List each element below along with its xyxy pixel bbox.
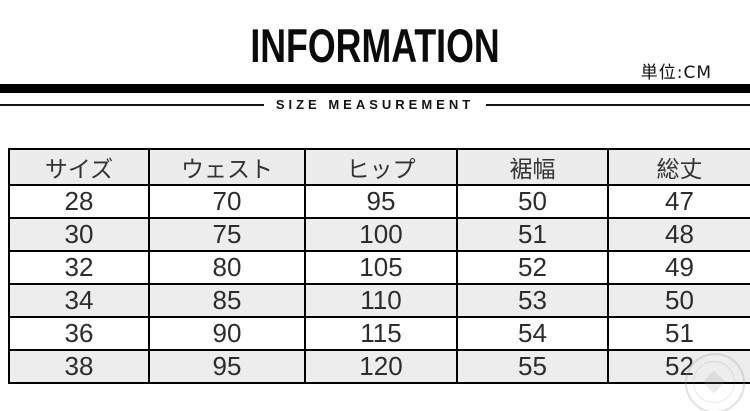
table-cell: 30 xyxy=(8,217,150,252)
column-header: ウェスト xyxy=(148,148,306,186)
table-row: 34 85 110 53 50 xyxy=(8,283,750,318)
table-cell: 80 xyxy=(148,250,306,285)
table-cell: 49 xyxy=(607,250,750,285)
table-header-row: サイズ ウェスト ヒップ 裾幅 総丈 xyxy=(8,148,750,186)
table-cell: 90 xyxy=(148,316,306,351)
table-cell: 110 xyxy=(304,283,458,318)
table-cell: 51 xyxy=(456,217,609,252)
table-cell: 100 xyxy=(304,217,458,252)
table-cell: 47 xyxy=(607,184,750,219)
table-cell: 50 xyxy=(607,283,750,318)
column-header: 総丈 xyxy=(607,148,750,186)
table-cell: 95 xyxy=(304,184,458,219)
column-header: 裾幅 xyxy=(456,148,609,186)
page-title: INFORMATION xyxy=(250,19,500,72)
unit-label: 単位:CM xyxy=(640,63,712,83)
table-cell: 50 xyxy=(456,184,609,219)
table-cell: 52 xyxy=(456,250,609,285)
table-cell: 32 xyxy=(8,250,150,285)
table-cell: 48 xyxy=(607,217,750,252)
table-row: 32 80 105 52 49 xyxy=(8,250,750,285)
table-cell: 52 xyxy=(607,349,750,384)
table-cell: 95 xyxy=(148,349,306,384)
table-cell: 70 xyxy=(148,184,306,219)
table-cell: 54 xyxy=(456,316,609,351)
table-row: 28 70 95 50 47 xyxy=(8,184,750,219)
table-cell: 28 xyxy=(8,184,150,219)
table-cell: 75 xyxy=(148,217,306,252)
table-row: 36 90 115 54 51 xyxy=(8,316,750,351)
table-cell: 85 xyxy=(148,283,306,318)
table-cell: 38 xyxy=(8,349,150,384)
table-cell: 55 xyxy=(456,349,609,384)
table-cell: 51 xyxy=(607,316,750,351)
table-row: 30 75 100 51 48 xyxy=(8,217,750,252)
table-cell: 53 xyxy=(456,283,609,318)
table-cell: 36 xyxy=(8,316,150,351)
table-body: 28 70 95 50 47 30 75 100 51 48 32 80 105 52 49 34 85 110 5… xyxy=(8,184,750,384)
column-header: ヒップ xyxy=(304,148,458,186)
table-head: サイズ ウェスト ヒップ 裾幅 総丈 xyxy=(8,148,750,186)
table-cell: 34 xyxy=(8,283,150,318)
table-row: 38 95 120 55 52 xyxy=(8,349,750,384)
table-cell: 105 xyxy=(304,250,458,285)
section-header: SIZE MEASUREMENT xyxy=(0,96,750,114)
column-header: サイズ xyxy=(8,148,150,186)
divider-bar xyxy=(0,84,750,93)
section-label: SIZE MEASUREMENT xyxy=(263,96,487,114)
table-cell: 120 xyxy=(304,349,458,384)
size-measurement-table: サイズ ウェスト ヒップ 裾幅 総丈 28 70 95 50 47 30 75 100 51 48 32 80… xyxy=(8,148,750,384)
table-cell: 115 xyxy=(304,316,458,351)
